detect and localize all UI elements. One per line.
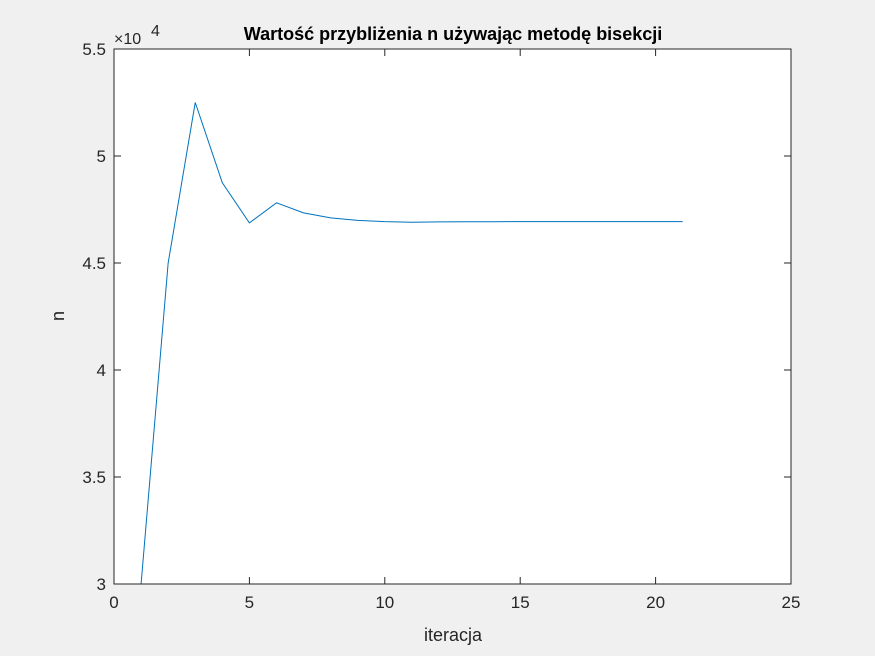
chart-title: Wartość przybliżenia n używając metodę b…	[244, 24, 662, 44]
y-exponent-power: 4	[151, 23, 160, 40]
plot-area	[114, 49, 791, 584]
x-tick-label: 25	[782, 593, 801, 612]
y-axis-label: n	[48, 311, 68, 321]
y-tick-label: 5	[97, 147, 106, 166]
y-tick-label: 4.5	[82, 254, 106, 273]
plot-frame	[113, 48, 792, 585]
y-tick-label: 4	[97, 361, 106, 380]
x-axis-label: iteracja	[424, 625, 483, 645]
y-tick-label: 3.5	[82, 468, 106, 487]
series-group	[140, 102, 683, 585]
y-tick-label: 3	[97, 575, 106, 594]
y-exponent-multiplier: ×10	[114, 31, 141, 48]
x-tick-label: 15	[511, 593, 530, 612]
y-tick-label: 5.5	[82, 40, 106, 59]
series-line	[140, 102, 683, 585]
tick-labels: 0 5 10 15 20 25 3 3.5 4 4.5 5 5.5	[82, 40, 800, 612]
x-tick-label: 5	[245, 593, 254, 612]
x-tick-label: 10	[375, 593, 394, 612]
x-tick-label: 20	[646, 593, 665, 612]
x-tick-label: 0	[109, 593, 118, 612]
